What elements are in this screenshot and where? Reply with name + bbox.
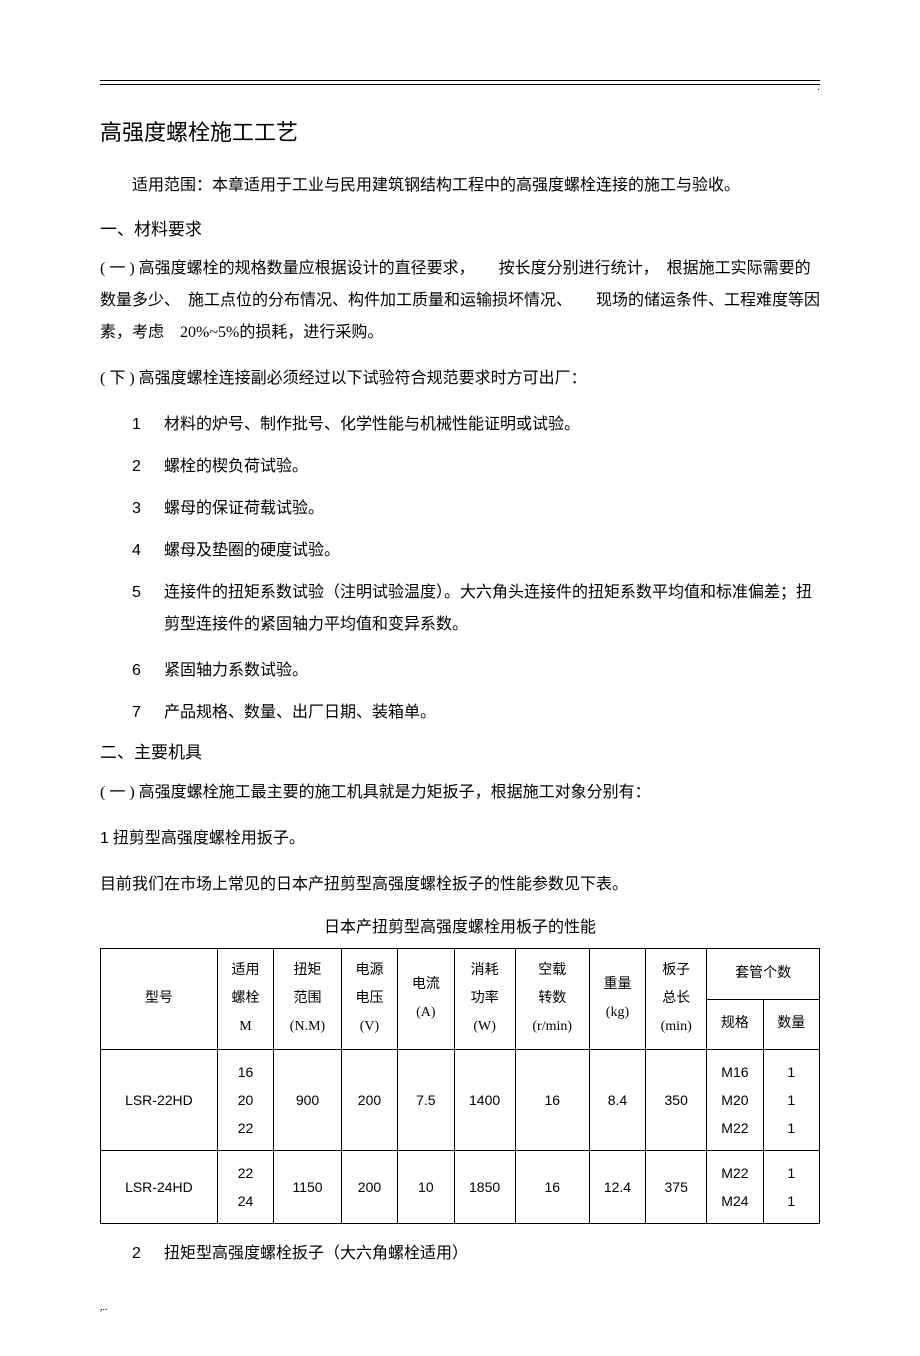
list-item-2: 2螺栓的楔负荷试验。	[132, 451, 820, 483]
th-power: 消耗功率(W)	[454, 949, 515, 1050]
cell-weight: 12.4	[589, 1151, 645, 1224]
cell-spec: M22M24	[707, 1151, 763, 1224]
th-model: 型号	[101, 949, 218, 1050]
cell-torque: 1150	[274, 1151, 342, 1224]
list-item-5-text: 连接件的扭矩系数试验（注明试验温度）。大六角头连接件的扭矩系数平均值和标准偏差；…	[164, 584, 812, 633]
list-item-4-text: 螺母及垫圈的硬度试验。	[164, 542, 340, 559]
th-weight: 重量(kg)	[589, 949, 645, 1050]
cell-model: LSR-24HD	[101, 1151, 218, 1224]
th-current: 电流(A)	[398, 949, 454, 1050]
cell-length: 350	[646, 1050, 707, 1151]
list-item-1-text: 材料的炉号、制作批号、化学性能与机械性能证明或试验。	[164, 416, 580, 433]
page-top-rule-1	[100, 80, 820, 81]
cell-current: 10	[398, 1151, 454, 1224]
th-qty: 数量	[763, 999, 819, 1050]
page-top-rule-2	[100, 84, 820, 85]
s2-last-num: 2	[132, 1238, 164, 1270]
list-item-4: 4螺母及垫圈的硬度试验。	[132, 535, 820, 567]
section-2-last: 2扭矩型高强度螺栓扳子（大六角螺栓适用）	[132, 1238, 820, 1270]
cell-torque: 900	[274, 1050, 342, 1151]
cell-bolt: 2224	[217, 1151, 273, 1224]
s2-last-text: 扭矩型高强度螺栓扳子（大六角螺栓适用）	[164, 1245, 468, 1262]
scope-paragraph: 适用范围：本章适用于工业与民用建筑钢结构工程中的高强度螺栓连接的施工与验收。	[100, 170, 820, 202]
document-title: 高强度螺栓施工工艺	[100, 115, 820, 150]
th-length: 板子总长(min)	[646, 949, 707, 1050]
s2-p2-num: 1	[100, 830, 109, 847]
table-row: LSR-22HD1620229002007.51400168.4350M16M2…	[101, 1050, 820, 1151]
list-item-1: 1材料的炉号、制作批号、化学性能与机械性能证明或试验。	[132, 409, 820, 441]
cell-qty: 111	[763, 1050, 819, 1151]
table-row: LSR-24HD222411502001018501612.4375M22M24…	[101, 1151, 820, 1224]
cell-weight: 8.4	[589, 1050, 645, 1151]
cell-model: LSR-22HD	[101, 1050, 218, 1151]
list-item-5: 5连接件的扭矩系数试验（注明试验温度）。大六角头连接件的扭矩系数平均值和标准偏差…	[132, 577, 820, 641]
section-2-para-3: 目前我们在市场上常见的日本产扭剪型高强度螺栓扳子的性能参数见下表。	[100, 869, 820, 901]
cell-power: 1850	[454, 1151, 515, 1224]
cell-qty: 11	[763, 1151, 819, 1224]
list-item-7: 7产品规格、数量、出厂日期、装箱单。	[132, 697, 820, 729]
th-torque: 扭矩范围(N.M)	[274, 949, 342, 1050]
section-1-para-2: ( 下 ) 高强度螺栓连接副必须经过以下试验符合规范要求时方可出厂：	[100, 363, 820, 395]
page-corner-mark: .	[818, 80, 821, 96]
cell-power: 1400	[454, 1050, 515, 1151]
list-item-3-text: 螺母的保证荷载试验。	[164, 500, 324, 517]
section-2-heading: 二、主要机具	[100, 739, 820, 766]
list-item-3: 3螺母的保证荷载试验。	[132, 493, 820, 525]
list-item-2-text: 螺栓的楔负荷试验。	[164, 458, 308, 475]
list-item-6: 6紧固轴力系数试验。	[132, 655, 820, 687]
list-item-6-text: 紧固轴力系数试验。	[164, 662, 308, 679]
cell-voltage: 200	[341, 1050, 397, 1151]
th-rpm: 空载转数(r/min)	[515, 949, 589, 1050]
cell-rpm: 16	[515, 1151, 589, 1224]
section-1-para-1: ( 一 ) 高强度螺栓的规格数量应根据设计的直径要求， 按长度分别进行统计， 根…	[100, 253, 820, 349]
cell-rpm: 16	[515, 1050, 589, 1151]
cell-spec: M16M20M22	[707, 1050, 763, 1151]
section-2-para-1: ( 一 ) 高强度螺栓施工最主要的施工机具就是力矩扳子，根据施工对象分别有：	[100, 777, 820, 809]
section-2-para-2: 1 扭剪型高强度螺栓用扳子。	[100, 823, 820, 855]
th-bolt: 适用螺栓M	[217, 949, 273, 1050]
s2-p2-text: 扭剪型高强度螺栓用扳子。	[113, 830, 305, 847]
table-caption: 日本产扭剪型高强度螺栓用板子的性能	[100, 915, 820, 941]
cell-voltage: 200	[341, 1151, 397, 1224]
cell-current: 7.5	[398, 1050, 454, 1151]
th-voltage: 电源电压(V)	[341, 949, 397, 1050]
list-item-7-text: 产品规格、数量、出厂日期、装箱单。	[164, 704, 436, 721]
spec-table: 型号 适用螺栓M 扭矩范围(N.M) 电源电压(V) 电流(A) 消耗功率(W)…	[100, 948, 820, 1224]
section-1-heading: 一、材料要求	[100, 216, 820, 243]
table-header-row-1: 型号 适用螺栓M 扭矩范围(N.M) 电源电压(V) 电流(A) 消耗功率(W)…	[101, 949, 820, 1000]
cell-length: 375	[646, 1151, 707, 1224]
th-sleeve: 套管个数	[707, 949, 820, 1000]
cell-bolt: 162022	[217, 1050, 273, 1151]
th-spec: 规格	[707, 999, 763, 1050]
